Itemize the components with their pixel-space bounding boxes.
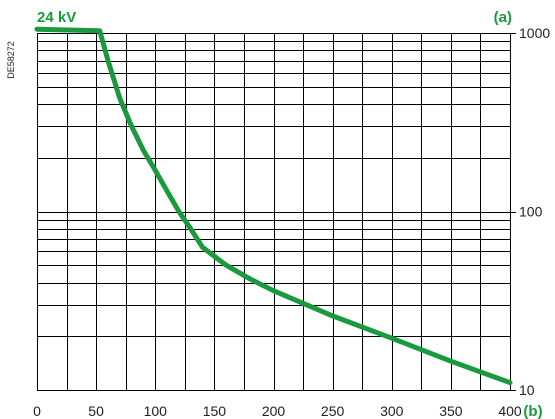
x-tick-label: 250 bbox=[321, 403, 345, 419]
x-tick-label: 350 bbox=[439, 403, 463, 419]
x-tick-label: 200 bbox=[262, 403, 286, 419]
x-tick-label: 400 bbox=[498, 403, 522, 419]
x-tick-label: 50 bbox=[88, 403, 104, 419]
x-axis-letter: (b) bbox=[523, 403, 542, 419]
curve-layer bbox=[34, 26, 513, 386]
x-tick-label: 0 bbox=[33, 403, 41, 419]
y-tick-labels: 10 100 1000 bbox=[519, 25, 550, 398]
x-tick-label: 150 bbox=[203, 403, 227, 419]
y-axis-letter: (a) bbox=[494, 9, 512, 26]
y-tick-label: 100 bbox=[519, 204, 543, 220]
chart-title: 24 kV bbox=[37, 9, 76, 26]
x-tick-labels: 0 50 100 150 200 250 300 350 400 bbox=[33, 403, 522, 419]
document-code: DE58272 bbox=[6, 41, 16, 79]
grid bbox=[37, 33, 516, 391]
x-tick-label: 300 bbox=[380, 403, 404, 419]
y-tick-label: 1000 bbox=[519, 25, 550, 41]
x-tick-label: 100 bbox=[144, 403, 168, 419]
series-line bbox=[34, 26, 513, 386]
y-tick-label: 10 bbox=[519, 382, 535, 398]
